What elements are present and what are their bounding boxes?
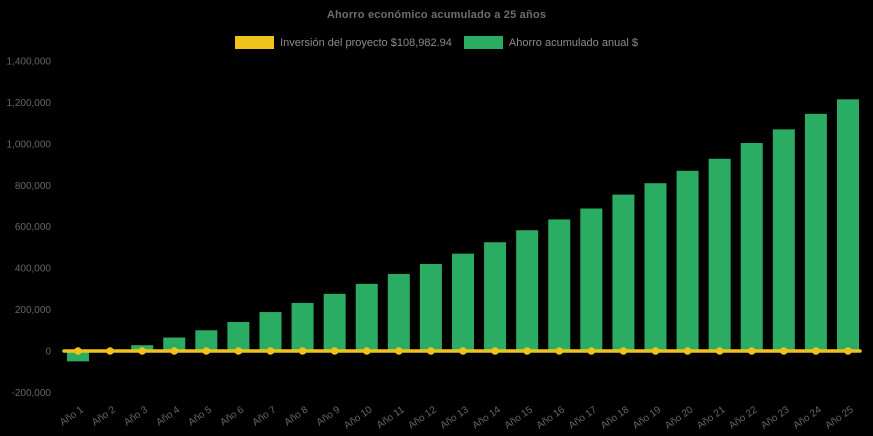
bar-ano-23: [772, 129, 795, 351]
investment-line-marker-icon: [844, 347, 852, 355]
bar-ano-22: [740, 143, 763, 351]
chart-title: Ahorro económico acumulado a 25 años: [326, 9, 547, 21]
bar-ano-15: [516, 230, 539, 351]
investment-line-marker-icon: [619, 347, 628, 355]
investment-line-marker-icon: [362, 347, 371, 355]
bar-ano-1: [67, 351, 89, 362]
investment-line-marker-icon: [395, 347, 403, 355]
x-axis-tick-label: Año 25: [823, 404, 856, 431]
x-axis-tick-label: Año 14: [471, 404, 504, 431]
bar-ano-18: [612, 194, 635, 351]
y-axis-tick-label: 0: [45, 347, 51, 358]
x-axis-tick-label: Año 9: [315, 404, 343, 428]
investment-line-marker-icon: [106, 347, 114, 355]
legend-item-inversion: Inversión del proyecto $108,982.94: [235, 36, 452, 49]
x-axis-tick-label: Año 6: [218, 404, 246, 428]
investment-line-marker-icon: [491, 347, 499, 355]
bar-ano-14: [484, 242, 507, 351]
y-axis-tick-label: 200,000: [15, 305, 52, 316]
y-axis-tick-label: 1,400,000: [7, 57, 52, 68]
investment-line-marker-icon: [266, 347, 275, 355]
x-axis-tick-label: Año 8: [283, 404, 311, 428]
investment-line-marker-icon: [427, 347, 435, 355]
legend-label-ahorro: Ahorro acumulado anual $: [508, 36, 638, 49]
investment-line-marker-icon: [555, 347, 564, 355]
x-axis-tick-label: Año 3: [122, 404, 150, 428]
x-axis-tick-label: Año 10: [342, 404, 375, 431]
bar-ano-17: [580, 208, 603, 351]
investment-line-marker-icon: [74, 347, 82, 355]
x-axis-tick-label: Año 12: [406, 404, 439, 431]
y-axis-tick-label: 600,000: [15, 222, 52, 233]
y-axis-tick-label: 1,000,000: [7, 139, 52, 150]
legend-swatch-ahorro-icon: [463, 36, 503, 49]
bar-ano-11: [387, 273, 410, 351]
bar-ano-5: [195, 330, 218, 351]
y-axis-tick-label: -200,000: [12, 388, 52, 399]
x-axis-tick-label: Año 17: [567, 404, 600, 431]
x-axis-tick-label: Año 21: [695, 404, 728, 431]
bar-ano-10: [355, 283, 378, 351]
y-axis-tick-label: 800,000: [15, 181, 52, 192]
x-axis-tick-label: Año 4: [154, 404, 182, 428]
x-axis-tick-label: Año 15: [503, 404, 536, 431]
x-axis-tick-label: Año 1: [58, 404, 86, 428]
investment-line-marker-icon: [683, 347, 692, 355]
y-axis-tick-label: 400,000: [15, 264, 52, 275]
investment-line-marker-icon: [170, 347, 179, 355]
x-axis-tick-label: Año 5: [186, 404, 214, 428]
bar-ano-12: [419, 264, 442, 351]
bar-ano-6: [227, 322, 250, 351]
chart-legend: Inversión del proyecto $108,982.94 Ahorr…: [0, 36, 873, 49]
x-axis-tick-label: Año 11: [375, 404, 407, 431]
investment-line-marker-icon: [523, 347, 531, 355]
bar-ano-21: [708, 158, 731, 351]
bar-ano-20: [676, 170, 699, 351]
investment-line-marker-icon: [330, 347, 339, 355]
x-axis-tick-label: Año 22: [727, 404, 760, 431]
investment-line-marker-icon: [202, 347, 211, 355]
bar-ano-4: [163, 337, 186, 351]
investment-line-marker-icon: [138, 347, 146, 355]
bar-ano-13: [452, 253, 474, 351]
bar-ano-25: [836, 99, 859, 351]
y-axis-tick-label: 1,200,000: [7, 98, 52, 109]
bar-ano-16: [548, 219, 571, 351]
bar-ano-9: [323, 293, 346, 351]
x-axis-tick-label: Año 7: [250, 404, 278, 428]
x-axis-tick-label: Año 16: [535, 404, 568, 431]
investment-line-marker-icon: [747, 347, 756, 355]
x-axis-tick-label: Año 19: [631, 404, 664, 431]
legend-label-inversion: Inversión del proyecto $108,982.94: [280, 36, 452, 49]
bar-ano-24: [804, 113, 827, 351]
investment-line-marker-icon: [715, 347, 724, 355]
bar-ano-19: [644, 183, 667, 351]
x-axis-tick-label: Año 13: [438, 404, 471, 431]
investment-line-marker-icon: [651, 347, 660, 355]
bar-ano-8: [291, 302, 314, 351]
x-axis-tick-label: Año 18: [599, 404, 632, 431]
investment-line-marker-icon: [234, 347, 243, 355]
investment-line-marker-icon: [780, 347, 788, 355]
investment-line-marker-icon: [812, 347, 820, 355]
x-axis-tick-label: Año 20: [663, 404, 696, 431]
investment-line-marker-icon: [587, 347, 596, 355]
investment-line-marker-icon: [298, 347, 307, 355]
investment-line-marker-icon: [459, 347, 467, 355]
x-axis-tick-label: Año 2: [90, 404, 118, 428]
legend-item-ahorro: Ahorro acumulado anual $: [463, 36, 638, 49]
bar-ano-7: [259, 312, 282, 351]
legend-swatch-inversion-icon: [235, 36, 275, 49]
x-axis-tick-label: Año 23: [759, 404, 792, 431]
x-axis-tick-label: Año 24: [791, 404, 824, 431]
